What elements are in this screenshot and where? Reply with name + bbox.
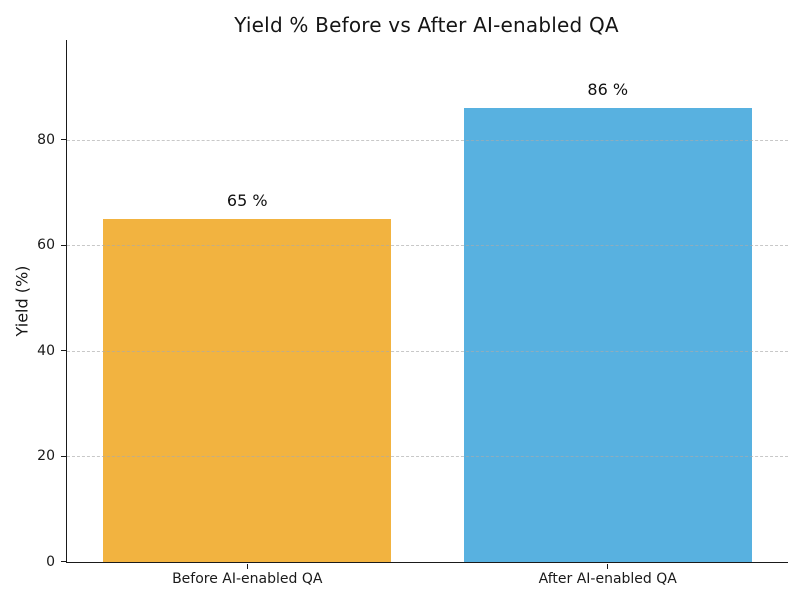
y-tick-mark [60,139,66,140]
x-tick-mark [607,563,608,569]
y-tick-label: 80 [37,131,55,148]
gridline [67,456,788,458]
bar [103,218,392,562]
x-tick-label: After AI-enabled QA [538,571,677,587]
gridline [67,139,788,141]
bar-value-label: 86 % [587,80,629,100]
plot-area: 0 20 40 60 80 65 % Before AI-enabled QA 86 % Aft… [37,40,788,587]
x-tick-mark [246,563,248,569]
y-tick-label: 40 [37,342,55,359]
y-tick-label: 20 [37,448,55,465]
y-tick-label: 0 [46,554,55,570]
gridline [67,350,788,352]
y-tick-mark [60,455,66,457]
y-tick-label: 60 [37,237,55,254]
x-tick-label: Before AI-enabled QA [172,571,323,587]
y-tick-mark [60,244,66,246]
bar-value-label: 65 % [226,190,268,210]
chart-title: Yield % Before vs After AI-enabled QA [234,13,619,37]
y-axis-label: Yield (%) [12,265,32,337]
bar [463,108,752,562]
gridline [67,245,788,247]
y-tick-mark [60,350,66,352]
y-tick-mark [60,561,66,563]
